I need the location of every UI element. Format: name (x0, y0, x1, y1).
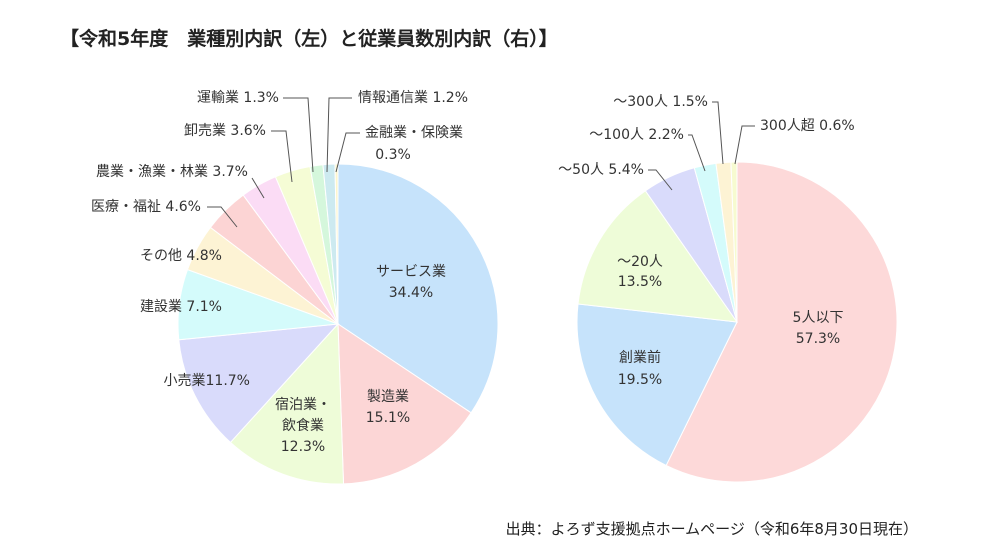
label-wholesale: 卸売業 3.6% (183, 123, 266, 139)
value-pre-startup: 19.5% (617, 372, 663, 388)
label-hospitality-2: 飲食業 (282, 418, 324, 434)
label-transport: 運輸業 1.3% (196, 90, 279, 106)
value-service: 34.4% (388, 285, 434, 301)
label-5-or-fewer: 5人以下 (792, 310, 844, 326)
pie-slice-1-0 (665, 161, 898, 483)
label-finance: 金融業・保険業 (365, 125, 463, 141)
source-note: 出典：よろず支援拠点ホームページ（令和6年8月30日現在） (505, 520, 918, 538)
label-pre-startup: 創業前 (619, 350, 661, 366)
leader-line-5 (207, 206, 238, 228)
value-up-to-20: 13.5% (617, 274, 663, 290)
leader-line-4 (251, 177, 265, 199)
value-5-or-fewer: 57.3% (795, 331, 841, 347)
leader-line-8 (688, 134, 706, 172)
pie-slice-0-2 (229, 322, 345, 485)
pie-slice-1-1 (576, 303, 738, 467)
label-up-to-100: ～100人 2.2% (589, 127, 684, 143)
label-up-to-50: ～50人 5.4% (558, 162, 644, 178)
pie-slice-0-3 (178, 323, 340, 444)
label-retail: 小売業11.7% (163, 373, 250, 389)
label-medical: 医療・福祉 4.6% (90, 199, 201, 215)
label-other: その他 4.8% (139, 248, 222, 264)
leader-line-2 (335, 132, 360, 173)
pie-slice-0-1 (337, 323, 472, 485)
leader-line-7 (734, 125, 755, 165)
label-over-300: 300人超 0.6% (760, 118, 855, 134)
leader-line-1 (326, 97, 352, 173)
label-manufacturing: 製造業 (367, 389, 409, 405)
leader-line-6 (712, 101, 724, 165)
label-service: サービス業 (376, 264, 446, 280)
label-hospitality-1: 宿泊業・ (275, 397, 331, 413)
pie-slice-1-6 (730, 161, 738, 323)
pie-slice-1-2 (577, 190, 739, 323)
label-agriculture: 農業・漁業・林業 3.7% (95, 164, 248, 180)
leader-line-3 (271, 130, 293, 183)
label-construction: 建設業 7.1% (139, 299, 222, 315)
label-ict: 情報通信業 1.2% (358, 90, 469, 106)
leader-line-9 (648, 169, 673, 191)
leader-line-0 (283, 97, 314, 173)
chart-title: 【令和5年度 業種別内訳（左）と従業員数別内訳（右）】 (60, 28, 558, 50)
value-hospitality: 12.3% (280, 439, 326, 455)
label-up-to-20: ～20人 (617, 254, 663, 270)
value-manufacturing: 15.1% (365, 410, 411, 426)
label-up-to-300: ～300人 1.5% (613, 94, 708, 110)
value-finance: 0.3% (375, 147, 411, 163)
